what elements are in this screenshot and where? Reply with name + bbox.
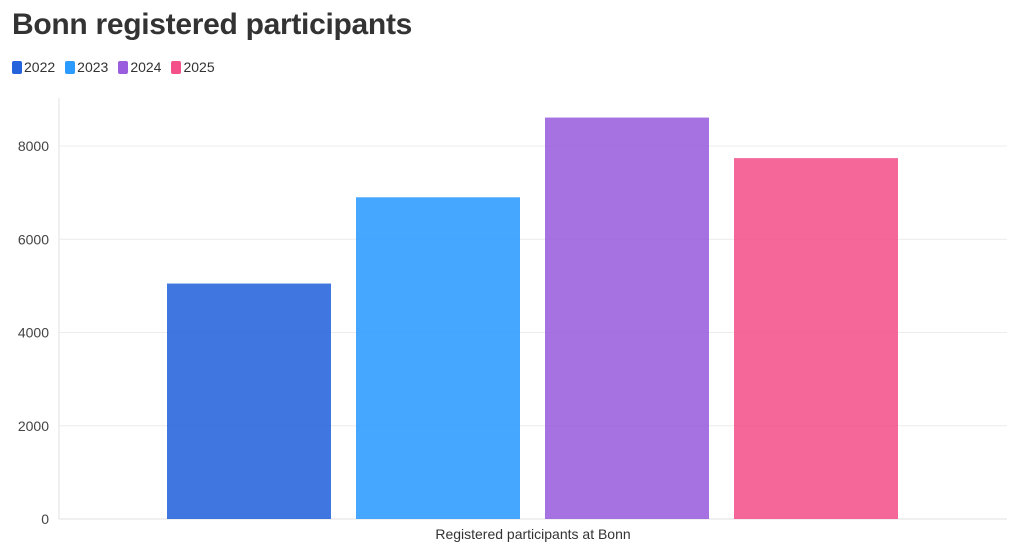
- bar-2024[interactable]: [545, 117, 709, 519]
- y-tick-label: 0: [41, 511, 49, 527]
- legend-item-2024[interactable]: 2024: [118, 59, 161, 75]
- legend: 2022 2023 2024 2025: [12, 59, 219, 75]
- legend-swatch: [65, 60, 76, 74]
- legend-swatch: [118, 60, 129, 74]
- legend-label: 2025: [183, 59, 215, 75]
- bar-2023[interactable]: [356, 197, 520, 519]
- legend-swatch: [171, 60, 182, 74]
- bars: [167, 117, 898, 519]
- x-axis-title: Registered participants at Bonn: [435, 526, 630, 542]
- legend-label: 2023: [77, 59, 109, 75]
- axes: 0 2000 4000 6000 8000: [18, 98, 60, 527]
- legend-item-2023[interactable]: 2023: [65, 59, 108, 75]
- y-tick-label: 8000: [18, 138, 49, 154]
- y-tick-label: 4000: [18, 325, 49, 341]
- bar-2025[interactable]: [734, 158, 898, 519]
- y-tick-label: 6000: [18, 231, 49, 247]
- legend-label: 2022: [24, 59, 56, 75]
- legend-label: 2024: [130, 59, 162, 75]
- chart-title: Bonn registered participants: [12, 8, 413, 41]
- bar-2022[interactable]: [167, 283, 331, 519]
- legend-item-2025[interactable]: 2025: [171, 59, 215, 75]
- legend-item-2022[interactable]: 2022: [12, 59, 55, 75]
- y-tick-label: 2000: [18, 418, 49, 434]
- legend-swatch: [12, 60, 22, 74]
